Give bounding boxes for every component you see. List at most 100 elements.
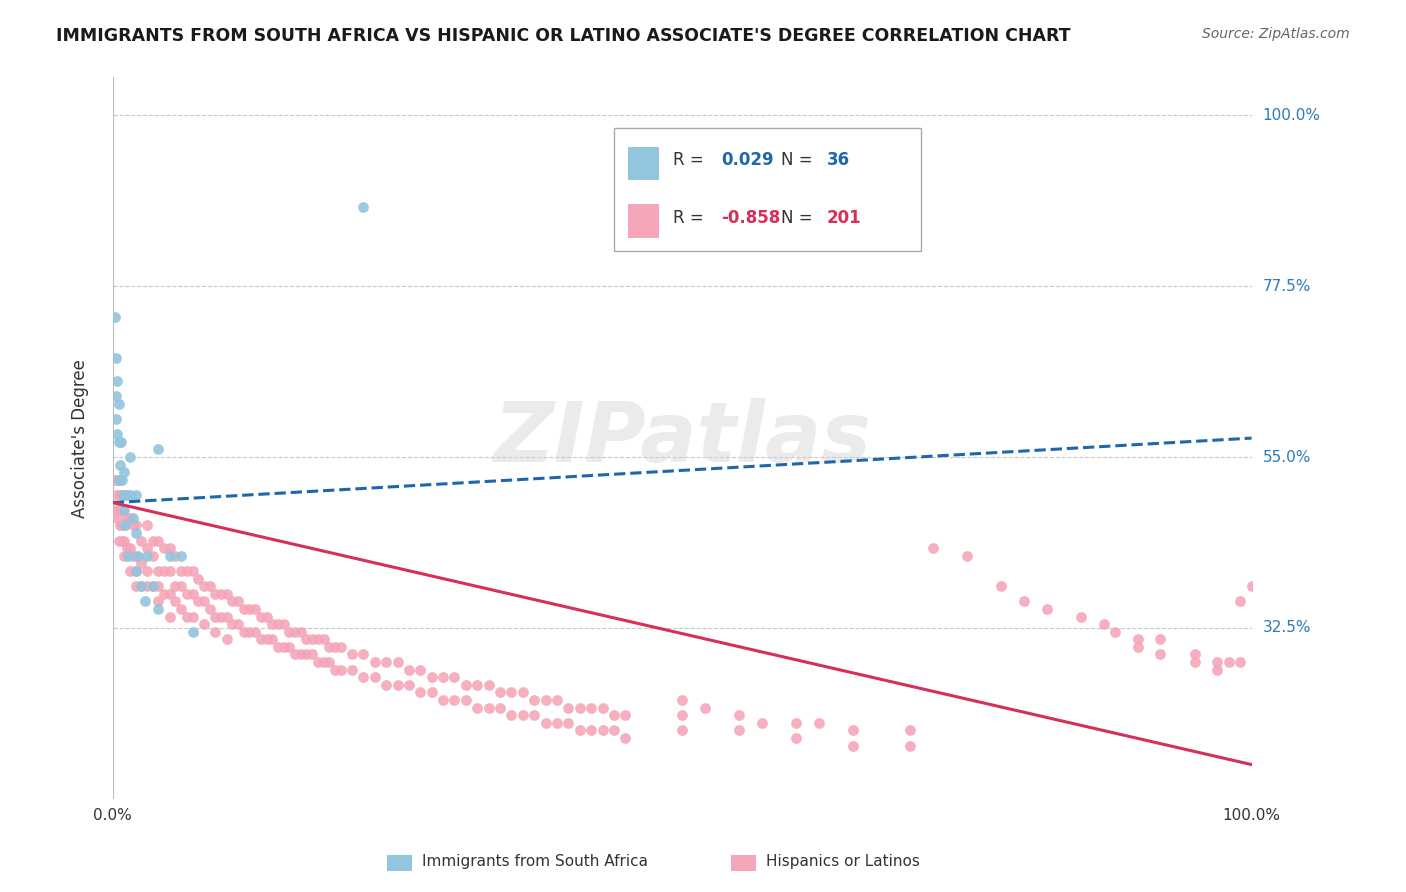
Point	[1070, 609, 1092, 624]
Point	[614, 708, 637, 723]
Point	[807, 715, 830, 730]
Point	[105, 389, 128, 403]
Text: -0.858: -0.858	[721, 209, 780, 227]
Point	[842, 723, 865, 738]
Point	[105, 412, 128, 426]
Point	[112, 488, 135, 502]
Point	[226, 594, 249, 608]
Point	[124, 526, 146, 541]
Point	[153, 587, 176, 601]
Point	[301, 632, 323, 647]
Point	[465, 700, 488, 714]
Point	[420, 670, 443, 684]
Point	[124, 564, 146, 578]
Point	[124, 488, 146, 502]
Point	[115, 488, 138, 502]
Point	[112, 518, 135, 533]
Point	[785, 731, 807, 745]
Point	[122, 518, 145, 533]
Point	[148, 579, 170, 593]
Point	[352, 670, 374, 684]
Point	[352, 200, 374, 214]
Point	[1206, 663, 1229, 677]
Text: 55.0%: 55.0%	[1263, 450, 1310, 465]
Point	[256, 609, 278, 624]
Point	[364, 670, 387, 684]
Point	[523, 693, 546, 707]
Point	[110, 488, 132, 502]
Point	[898, 739, 921, 753]
Point	[181, 624, 204, 639]
Point	[364, 655, 387, 669]
Point	[122, 511, 145, 525]
Point	[187, 594, 209, 608]
Text: Immigrants from South Africa: Immigrants from South Africa	[422, 855, 648, 869]
Point	[124, 579, 146, 593]
Point	[465, 678, 488, 692]
Point	[921, 541, 943, 556]
Point	[478, 678, 501, 692]
Point	[557, 700, 579, 714]
Point	[111, 533, 134, 548]
Text: IMMIGRANTS FROM SOUTH AFRICA VS HISPANIC OR LATINO ASSOCIATE'S DEGREE CORRELATIO: IMMIGRANTS FROM SOUTH AFRICA VS HISPANIC…	[56, 27, 1071, 45]
Point	[340, 663, 363, 677]
Point	[107, 427, 129, 442]
Point	[245, 602, 267, 616]
Point	[671, 708, 693, 723]
Point	[295, 648, 318, 662]
Point	[165, 579, 187, 593]
Point	[1229, 655, 1251, 669]
Point	[108, 458, 131, 472]
Point	[122, 549, 145, 563]
Point	[290, 648, 312, 662]
Point	[250, 609, 273, 624]
Point	[107, 503, 129, 517]
Point	[273, 617, 295, 632]
Point	[112, 503, 135, 517]
Point	[107, 473, 129, 487]
Point	[118, 511, 141, 525]
Point	[523, 708, 546, 723]
Point	[114, 518, 136, 533]
Point	[898, 723, 921, 738]
Point	[112, 503, 135, 517]
Point	[159, 564, 181, 578]
Point	[153, 564, 176, 578]
Point	[546, 715, 568, 730]
Point	[614, 731, 637, 745]
Point	[134, 594, 156, 608]
Point	[209, 587, 232, 601]
Text: N =: N =	[782, 152, 818, 169]
Point	[136, 549, 159, 563]
Point	[432, 670, 454, 684]
Point	[159, 549, 181, 563]
Point	[232, 624, 254, 639]
Point	[307, 655, 329, 669]
Point	[204, 624, 226, 639]
Point	[136, 541, 159, 556]
Point	[142, 549, 165, 563]
Point	[728, 723, 751, 738]
Point	[318, 640, 340, 654]
Point	[603, 723, 626, 738]
Point	[110, 518, 132, 533]
Point	[112, 549, 135, 563]
Point	[956, 549, 979, 563]
Point	[301, 648, 323, 662]
Point	[1184, 648, 1206, 662]
Point	[215, 632, 238, 647]
Point	[454, 693, 477, 707]
Point	[352, 648, 374, 662]
Point	[409, 685, 432, 699]
Point	[387, 678, 409, 692]
Point	[105, 351, 128, 366]
Point	[108, 488, 131, 502]
Text: Source: ZipAtlas.com: Source: ZipAtlas.com	[1202, 27, 1350, 41]
Point	[142, 533, 165, 548]
Point	[105, 503, 128, 517]
Point	[1012, 594, 1035, 608]
Text: 32.5%: 32.5%	[1263, 621, 1312, 635]
Bar	[627, 204, 659, 238]
Point	[226, 617, 249, 632]
Point	[1218, 655, 1240, 669]
